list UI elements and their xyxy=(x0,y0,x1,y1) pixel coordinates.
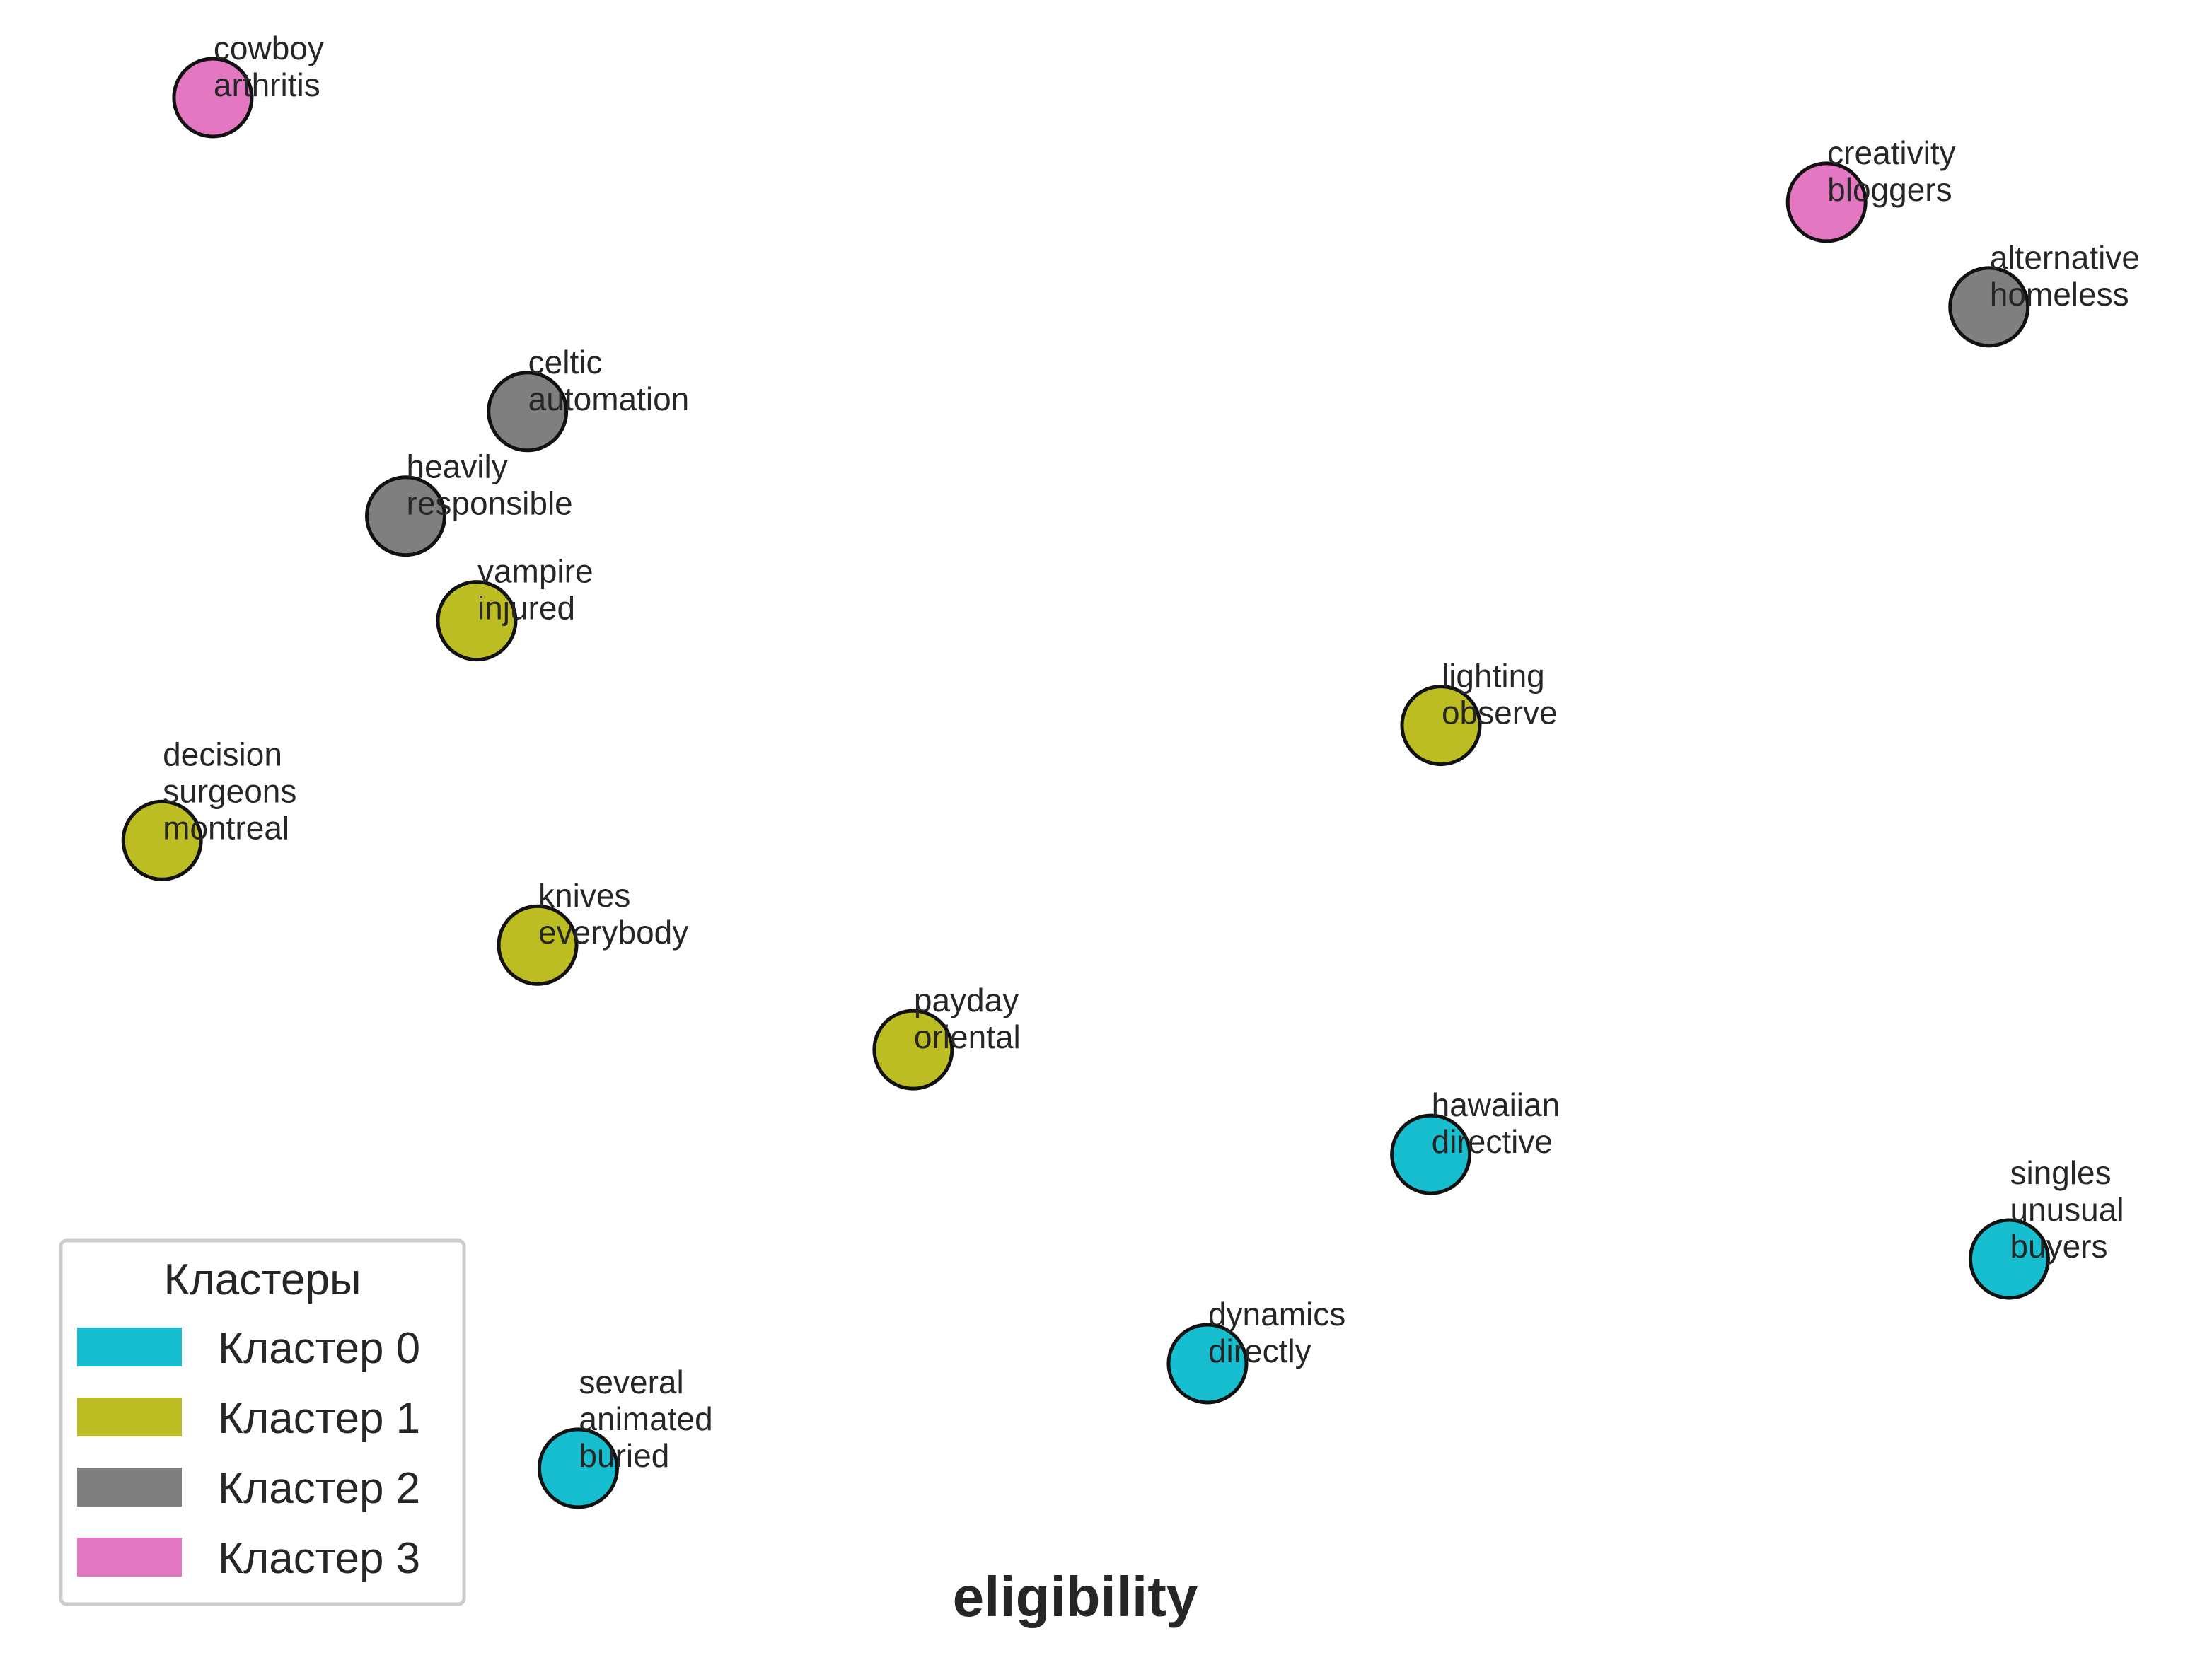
point-label: unusual xyxy=(2010,1191,2124,1228)
points-layer xyxy=(121,57,2050,1509)
point-label: everybody xyxy=(538,914,688,951)
legend-label: Кластер 3 xyxy=(218,1534,420,1583)
point-label: buyers xyxy=(2010,1228,2107,1265)
data-point xyxy=(537,1427,619,1509)
data-point xyxy=(1166,1323,1249,1405)
point-label: cowboy xyxy=(214,30,324,66)
chart-title: eligibility xyxy=(953,1565,1198,1628)
point-label: vampire xyxy=(477,553,593,590)
legend-swatch xyxy=(77,1398,182,1436)
data-point xyxy=(1968,1218,2050,1300)
point-label: homeless xyxy=(1990,276,2129,313)
legend-label: Кластер 2 xyxy=(218,1464,420,1513)
data-point xyxy=(121,799,203,881)
legend-swatch xyxy=(77,1468,182,1507)
point-label: payday xyxy=(914,982,1019,1018)
point-label: automation xyxy=(528,381,690,417)
legend-swatch xyxy=(77,1328,182,1366)
data-point xyxy=(436,580,518,662)
point-label: hawaiian xyxy=(1432,1086,1560,1123)
data-point xyxy=(497,904,579,986)
data-point xyxy=(487,371,569,453)
point-label: responsible xyxy=(407,485,573,522)
data-point xyxy=(1785,161,1868,243)
data-point xyxy=(1948,266,2030,348)
point-label: celtic xyxy=(528,344,603,381)
point-label: injured xyxy=(477,590,575,627)
data-point xyxy=(872,1009,954,1091)
point-label: dynamics xyxy=(1208,1296,1345,1333)
point-label: oriental xyxy=(914,1018,1021,1055)
point-label: observe xyxy=(1442,695,1558,731)
point-label: lighting xyxy=(1442,658,1545,695)
point-label: singles xyxy=(2010,1154,2111,1191)
point-label: arthritis xyxy=(214,66,320,103)
point-label: several xyxy=(579,1364,683,1400)
legend-entries: Кластер 0 Кластер 1 Кластер 2 Кластер 3 xyxy=(77,1324,420,1583)
point-label: surgeons xyxy=(163,772,296,809)
legend-swatch xyxy=(77,1538,182,1577)
data-point xyxy=(365,475,447,557)
point-label: alternative xyxy=(1990,239,2140,276)
data-point xyxy=(1390,1113,1472,1195)
legend-label: Кластер 1 xyxy=(218,1394,420,1443)
point-label: knives xyxy=(538,877,630,914)
point-label: directive xyxy=(1432,1123,1553,1160)
point-label: decision xyxy=(163,736,282,772)
data-point xyxy=(172,57,254,139)
point-label: heavily xyxy=(407,448,508,485)
legend-title: Кластеры xyxy=(164,1255,361,1304)
point-label: creativity xyxy=(1827,134,1955,171)
legend-label: Кластер 0 xyxy=(218,1324,420,1373)
point-label: montreal xyxy=(163,809,289,846)
point-label: bloggers xyxy=(1827,171,1952,208)
data-point xyxy=(1400,685,1482,767)
point-label: buried xyxy=(579,1437,669,1474)
point-label: directly xyxy=(1208,1333,1311,1369)
point-label: animated xyxy=(579,1400,712,1437)
